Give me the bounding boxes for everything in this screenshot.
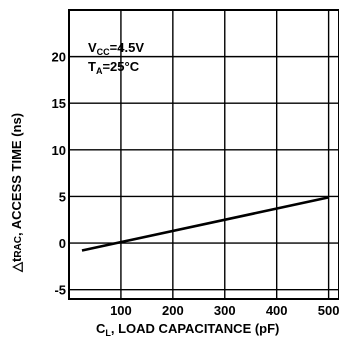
- x-tick-label: 200: [162, 303, 184, 318]
- series-layer: [81, 196, 329, 252]
- y-tick-label: 20: [52, 50, 66, 65]
- y-tick-label: -5: [54, 283, 66, 298]
- y-tick-label: 15: [52, 96, 66, 111]
- y-tick-labels: -5 0 5 10 15 20: [52, 50, 66, 298]
- y-tick-label: 5: [59, 189, 66, 204]
- annotation-vcc: VCC=4.5V: [88, 40, 144, 57]
- x-tick-labels: 100 200 300 400 500: [110, 303, 339, 318]
- y-tick-label: 10: [52, 143, 66, 158]
- x-axis-label: CL, LOAD CAPACITANCE (pF): [96, 321, 279, 338]
- x-tick-label: 100: [110, 303, 132, 318]
- x-tick-label: 500: [318, 303, 339, 318]
- plot-frame: [68, 9, 339, 300]
- y-tick-label: 0: [59, 236, 66, 251]
- y-axis-label: △tRAC, ACCESS TIME (ns): [9, 113, 24, 273]
- x-tick-label: 400: [266, 303, 288, 318]
- series-line: [81, 196, 329, 252]
- x-tick-label: 300: [214, 303, 236, 318]
- annotation-ta: TA=25°C: [88, 59, 140, 76]
